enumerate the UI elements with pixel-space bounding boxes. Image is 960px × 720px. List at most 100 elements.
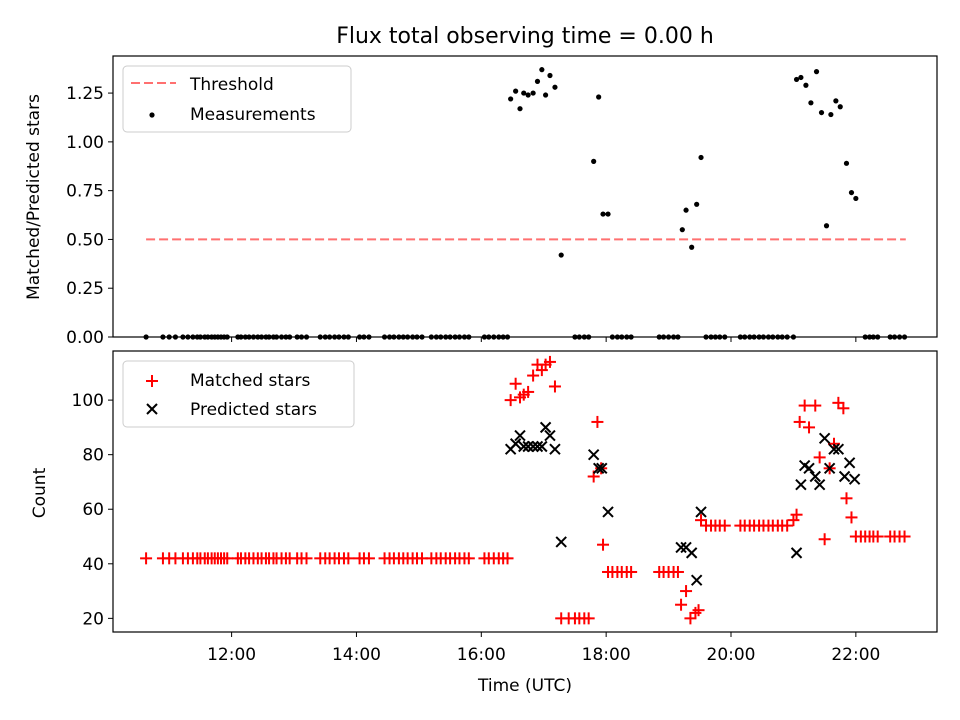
predicted-star-point xyxy=(823,462,836,475)
ratio-x-ticks xyxy=(231,337,857,342)
matched-star-point xyxy=(548,380,561,393)
predicted-star-point xyxy=(602,506,614,518)
count-x-axis: 12:00 14:00 16:00 18:00 20:00 22:00 xyxy=(207,632,880,665)
measurement-point xyxy=(813,69,820,75)
ratio-y-tick-label: 0.00 xyxy=(66,328,104,348)
count-y-label: Count xyxy=(30,467,50,518)
matched-star-point xyxy=(462,552,475,565)
predicted-star-point xyxy=(838,470,851,483)
measurement-point xyxy=(818,109,825,116)
measurement-point xyxy=(798,74,804,81)
matched-star-point xyxy=(522,385,535,398)
predicted-star-point xyxy=(514,429,526,442)
predicted-star-point xyxy=(596,462,608,475)
predicted-star-point xyxy=(818,432,831,445)
predicted-star-point xyxy=(539,421,552,434)
count-y-axis: 20 40 60 80 100 xyxy=(72,391,113,629)
matched-star-point xyxy=(501,552,514,565)
count-y-tick-label: 60 xyxy=(82,500,104,520)
matched-star-point xyxy=(871,530,884,543)
matched-star-point xyxy=(845,511,858,524)
ratio-y-tick-label: 0.25 xyxy=(66,279,104,299)
predicted-star-point xyxy=(695,506,707,518)
measurement-point xyxy=(679,227,685,233)
matched-star-point xyxy=(798,399,811,412)
predicted-star-point xyxy=(803,462,815,475)
ratio-plot-frame xyxy=(112,55,938,338)
measurement-point xyxy=(605,211,611,217)
count-y-tick-label: 80 xyxy=(82,446,104,466)
measurement-point xyxy=(853,195,859,202)
ratio-y-label: Matched/Predicted stars xyxy=(24,94,44,300)
matched-star-point xyxy=(898,530,911,543)
matched-star-point xyxy=(809,399,822,412)
predicted-star-point xyxy=(813,478,826,491)
count-x-tick-label: 12:00 xyxy=(207,645,256,665)
legend-threshold-label: Threshold xyxy=(189,75,274,95)
measurement-point xyxy=(552,84,558,90)
measurement-point xyxy=(833,98,839,104)
measurement-point xyxy=(558,252,564,258)
matched-star-point xyxy=(790,508,803,521)
predicted-star-point xyxy=(790,547,803,559)
predicted-star-point xyxy=(592,462,605,475)
measurement-point xyxy=(543,92,549,98)
count-legend-box xyxy=(122,360,355,428)
predicted-star-point xyxy=(675,541,687,554)
measurement-point xyxy=(521,90,527,96)
measurement-point xyxy=(539,67,545,73)
matched-star-point xyxy=(625,565,638,578)
ratio-legend: Threshold Measurements xyxy=(122,65,352,133)
measurement-point xyxy=(683,207,689,213)
chart-title: Flux total observing time = 0.00 h xyxy=(336,24,714,49)
count-panel: 20 40 60 80 100 12:00 14:00 16:00 18:00 20:00 22:… xyxy=(30,350,938,696)
matched-star-point xyxy=(692,604,705,617)
legend-measurements-label: Measurements xyxy=(190,105,316,125)
measurement-point xyxy=(596,94,602,100)
measurement-point xyxy=(600,211,606,217)
count-x-tick-label: 14:00 xyxy=(332,645,381,665)
matched-star-point xyxy=(527,369,540,382)
count-y-tick-label: 40 xyxy=(82,555,104,575)
ratio-panel: Flux total observing time = 0.00 h 0.00 0… xyxy=(24,24,938,348)
ratio-y-tick-label: 0.75 xyxy=(66,182,104,202)
matched-star-point xyxy=(837,402,850,415)
measurement-point xyxy=(823,223,830,229)
count-x-tick-label: 20:00 xyxy=(707,645,756,665)
predicted-star-point xyxy=(685,547,698,559)
measurement-point xyxy=(803,82,809,88)
measurement-point xyxy=(517,106,523,112)
predicted-star-point xyxy=(522,440,534,453)
matched-star-point xyxy=(300,552,313,565)
predicted-star-point xyxy=(531,440,544,453)
ratio-y-tick-label: 1.25 xyxy=(66,84,104,104)
matched-star-point xyxy=(362,552,375,565)
measurement-point xyxy=(591,158,597,164)
matched-star-point xyxy=(221,552,234,565)
measurement-point xyxy=(689,244,695,250)
legend-measurements-marker xyxy=(149,112,155,118)
legend-predicted-label: Predicted stars xyxy=(190,400,317,420)
count-legend: Matched stars Predicted stars xyxy=(122,360,355,428)
measurement-point xyxy=(828,111,834,118)
predicted-star-point xyxy=(795,478,807,491)
matched-star-point xyxy=(597,538,610,551)
count-x-label: Time (UTC) xyxy=(477,676,572,696)
matched-star-point xyxy=(813,451,826,464)
count-y-tick-label: 100 xyxy=(72,391,104,411)
predicted-star-point xyxy=(809,470,821,483)
ratio-y-tick-label: 0.50 xyxy=(66,230,104,250)
matched-star-point xyxy=(509,377,522,390)
count-x-tick-label: 18:00 xyxy=(582,645,631,665)
predicted-star-point xyxy=(587,448,600,461)
matched-star-point xyxy=(818,533,831,546)
measurement-point xyxy=(525,92,531,98)
ratio-legend-box xyxy=(122,65,352,133)
matched-star-point xyxy=(675,598,688,611)
count-x-tick-label: 16:00 xyxy=(457,645,506,665)
matched-star-point xyxy=(342,552,355,565)
legend-predicted-marker xyxy=(146,403,158,415)
legend-matched-marker xyxy=(146,375,158,387)
matched-star-point xyxy=(718,519,731,532)
